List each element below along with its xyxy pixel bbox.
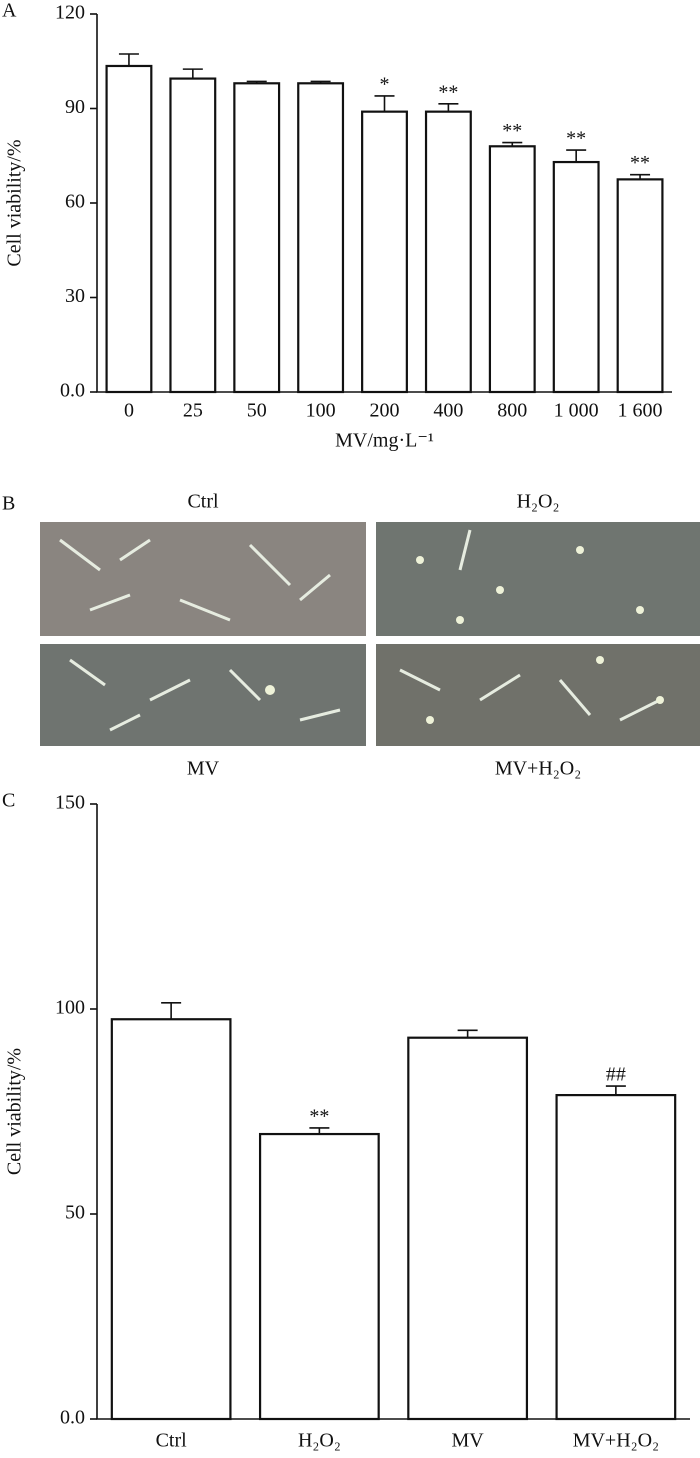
bar — [424, 110, 472, 394]
y-tick-label: 150 — [55, 792, 85, 814]
bar — [233, 82, 281, 394]
significance-mark: ## — [606, 1064, 626, 1086]
x-tick-label: 400 — [433, 400, 463, 422]
image-label: H₂O₂ — [517, 491, 560, 513]
micrograph — [40, 644, 366, 746]
image-label: MV+H₂O₂ — [495, 758, 581, 780]
x-tick-label: 1 000 — [554, 400, 599, 422]
bar — [110, 1018, 232, 1421]
error-bar — [182, 68, 203, 79]
error-bar — [438, 102, 459, 112]
x-tick-label: Ctrl — [156, 1430, 188, 1452]
y-tick-label: 90 — [65, 96, 85, 118]
error-bar — [605, 1085, 626, 1096]
x-tick-label: 200 — [370, 400, 400, 422]
y-tick-label: 0.0 — [60, 1407, 85, 1429]
error-bar — [161, 1002, 182, 1020]
image-label: Ctrl — [187, 491, 219, 513]
y-tick-label: 30 — [65, 285, 85, 307]
bar — [407, 1036, 529, 1421]
y-tick-label: 120 — [55, 2, 85, 24]
bar — [169, 77, 217, 394]
panel-letter: B — [2, 493, 15, 515]
significance-mark: ** — [630, 152, 650, 174]
micrograph — [376, 644, 700, 746]
x-tick-label: H₂O₂ — [298, 1430, 341, 1452]
bar — [105, 64, 153, 394]
y-axis-title: Cell viability/% — [4, 1048, 26, 1175]
error-bar — [374, 95, 395, 112]
significance-mark: ** — [309, 1105, 329, 1127]
micrograph — [40, 522, 366, 636]
panel-letter: A — [2, 0, 17, 22]
x-axis-title: MV/mg·L⁻¹ — [335, 430, 434, 452]
micrograph — [376, 522, 700, 636]
x-tick-label: MV — [452, 1430, 485, 1452]
bar — [555, 1093, 677, 1421]
panel-letter: C — [2, 790, 15, 812]
significance-mark: ** — [566, 128, 586, 150]
y-axis-title: Cell viability/% — [4, 139, 26, 266]
bar — [258, 1132, 380, 1421]
bar — [297, 82, 345, 394]
significance-mark: * — [380, 73, 390, 95]
bar — [488, 145, 536, 394]
x-tick-label: 100 — [306, 400, 336, 422]
error-bar — [457, 1029, 478, 1038]
x-tick-label: 800 — [497, 400, 527, 422]
bar — [616, 178, 664, 394]
significance-mark: ** — [502, 120, 522, 142]
x-tick-label: 1 600 — [618, 400, 663, 422]
significance-mark: ** — [438, 81, 458, 103]
y-tick-label: 60 — [65, 191, 85, 213]
bar — [552, 160, 600, 394]
x-tick-label: 25 — [183, 400, 203, 422]
error-bar — [566, 149, 587, 163]
x-tick-label: 0 — [124, 400, 134, 422]
image-label: MV — [187, 758, 220, 780]
y-tick-label: 0.0 — [60, 380, 85, 402]
x-tick-label: 50 — [247, 400, 267, 422]
bar — [361, 110, 408, 394]
error-bar — [118, 53, 139, 66]
y-tick-label: 50 — [65, 1202, 85, 1224]
y-tick-label: 100 — [55, 997, 85, 1019]
x-tick-label: MV+H₂O₂ — [573, 1430, 659, 1452]
